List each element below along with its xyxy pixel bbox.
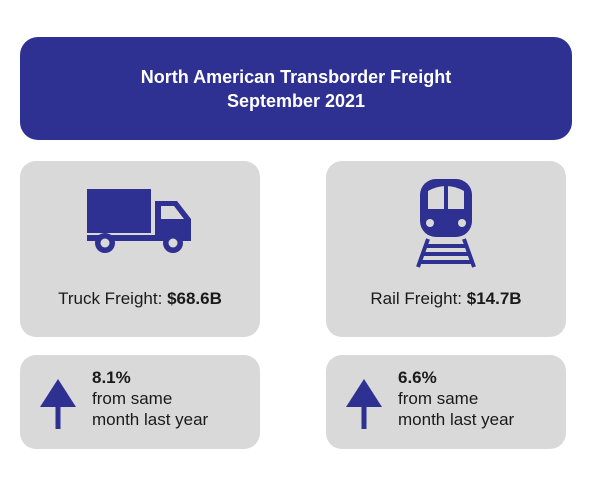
rail-freight-card: Rail Freight: $14.7B <box>326 161 566 337</box>
truck-change-text: 8.1% from same month last year <box>92 367 208 430</box>
rail-change-card: 6.6% from same month last year <box>326 355 566 449</box>
rail-change-line-1: from same <box>398 389 479 408</box>
rail-change-pct: 6.6% <box>398 368 437 387</box>
title-banner: North American Transborder Freight Septe… <box>20 37 572 140</box>
truck-icon <box>87 189 191 253</box>
truck-change-line-2: month last year <box>92 410 209 429</box>
rail-freight-label: Rail Freight: $14.7B <box>326 289 566 309</box>
truck-label-text: Truck Freight: <box>58 289 163 308</box>
title-line-1: North American Transborder Freight <box>140 66 452 87</box>
rail-value: $14.7B <box>466 289 522 308</box>
train-icon <box>416 179 476 268</box>
truck-change-line-1: from same <box>92 389 173 408</box>
truck-value: $68.6B <box>167 289 222 308</box>
arrow-up-icon <box>346 379 382 429</box>
title-line-2: September 2021 <box>226 90 366 111</box>
truck-freight-label: Truck Freight: $68.6B <box>20 289 260 309</box>
truck-freight-card: Truck Freight: $68.6B <box>20 161 260 337</box>
rail-change-text: 6.6% from same month last year <box>398 367 514 430</box>
arrow-up-icon <box>40 379 76 429</box>
truck-change-card: 8.1% from same month last year <box>20 355 260 449</box>
rail-label-text: Rail Freight: <box>370 289 463 308</box>
rail-change-line-2: month last year <box>398 410 515 429</box>
truck-change-pct: 8.1% <box>92 368 131 387</box>
